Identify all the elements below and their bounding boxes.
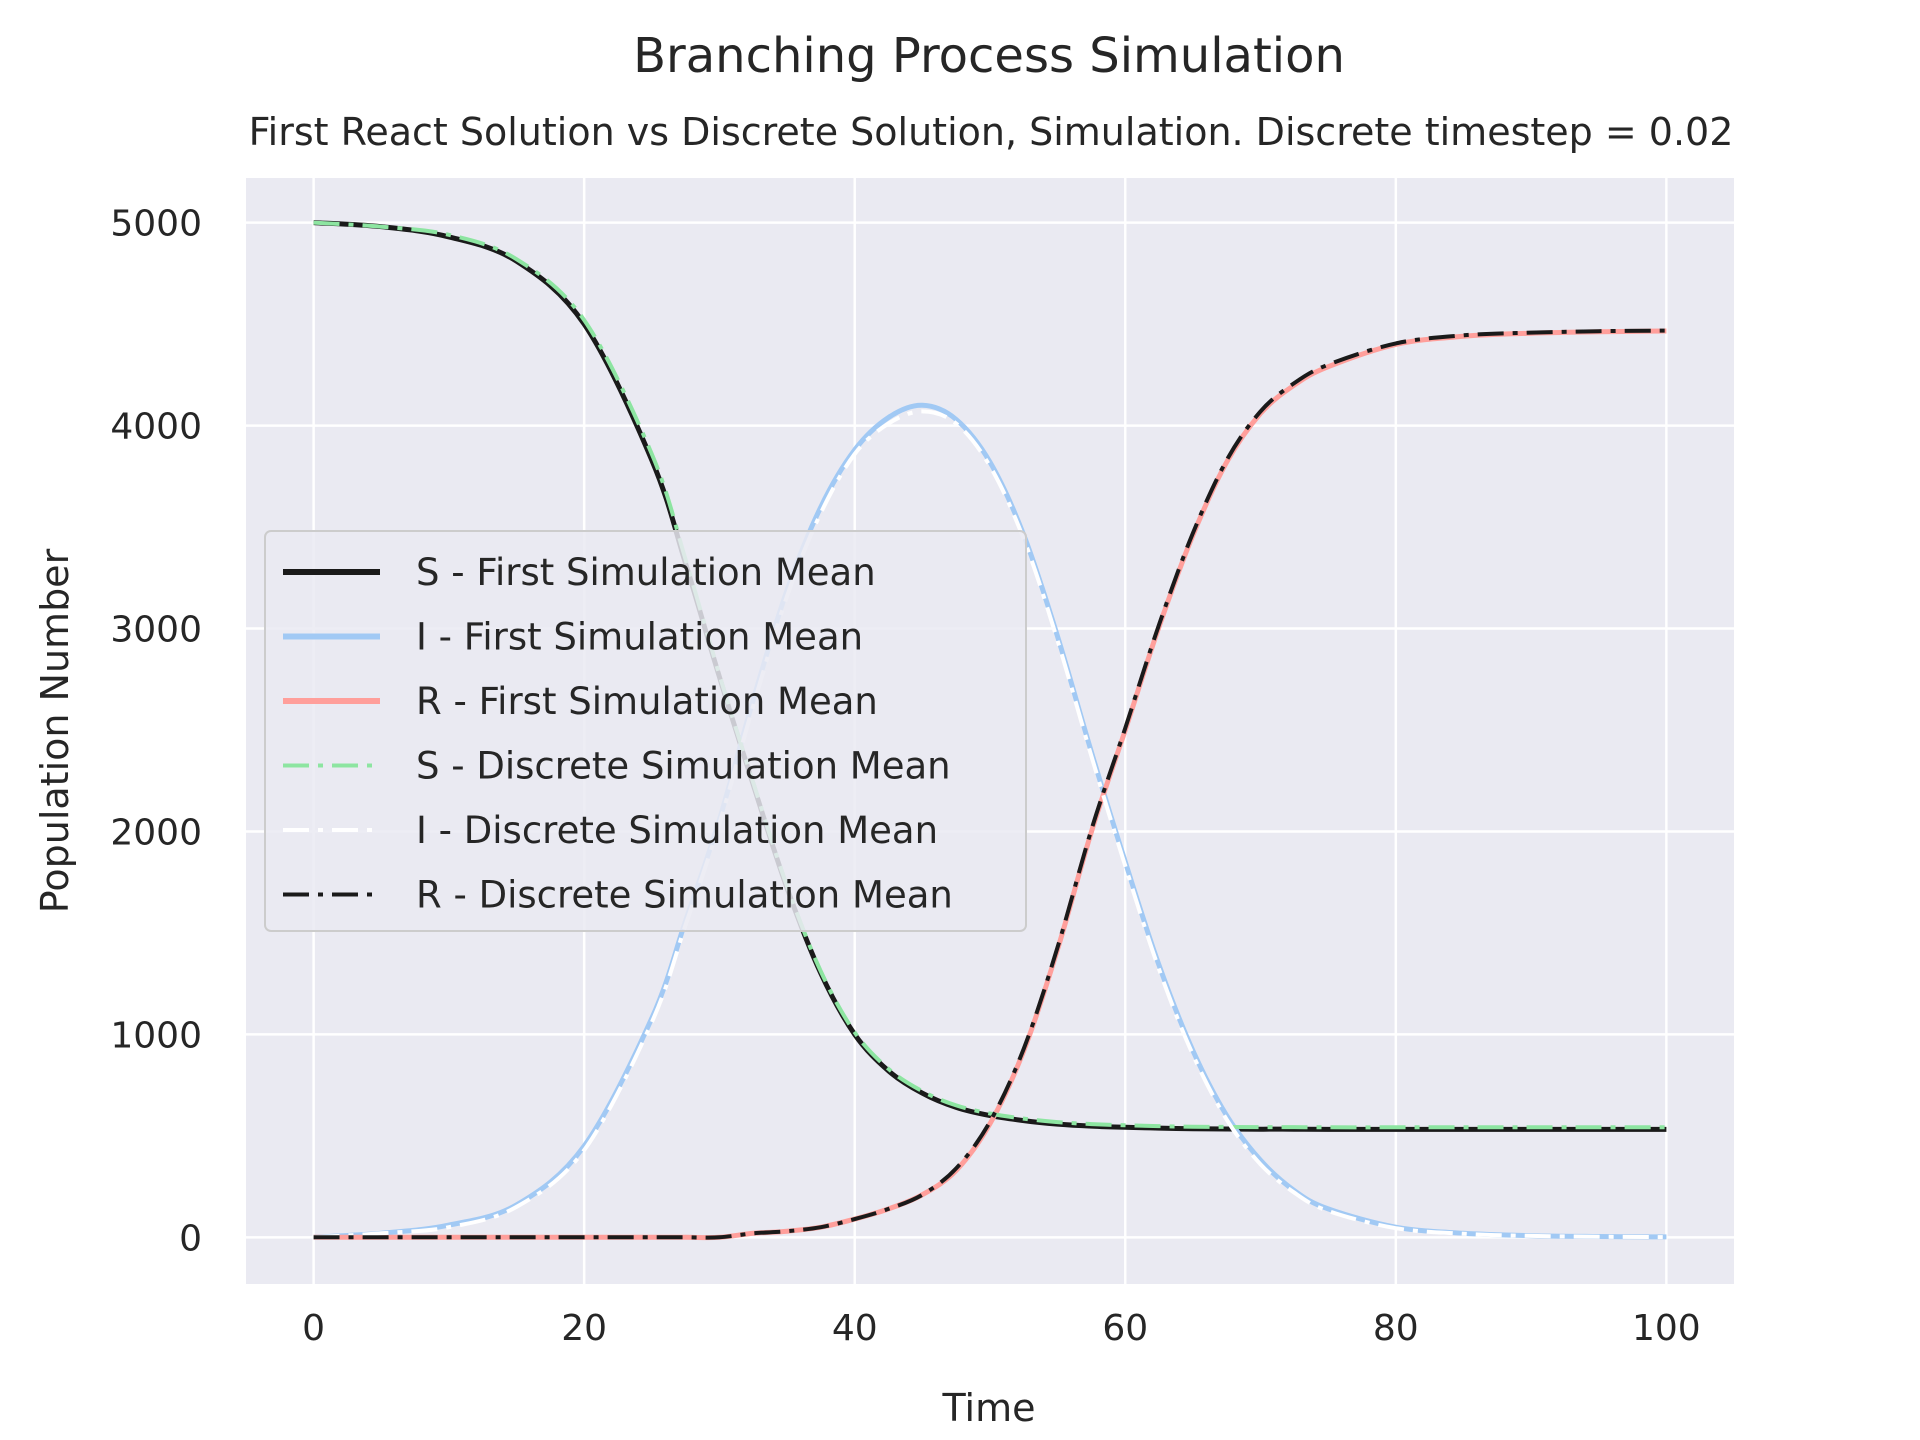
legend-label-5: R - Discrete Simulation Mean (416, 874, 953, 917)
series-lines (313, 220, 1667, 1241)
legend-label-4: I - Discrete Simulation Mean (416, 809, 938, 852)
y-tick-label: 3000 (110, 610, 202, 651)
legend-label-3: S - Discrete Simulation Mean (416, 745, 951, 788)
legend-label-1: I - First Simulation Mean (416, 616, 863, 659)
x-tick-label: 40 (832, 1308, 878, 1349)
x-tick-label: 80 (1373, 1308, 1419, 1349)
y-tick-label: 5000 (110, 204, 202, 245)
y-tick-label: 0 (179, 1218, 202, 1259)
legend: S - First Simulation Mean I - First Simul… (264, 530, 1027, 932)
legend-label-0: S - First Simulation Mean (416, 551, 876, 594)
y-tick-label: 2000 (110, 812, 202, 853)
chart-title: Branching Process Simulation (633, 28, 1345, 84)
legend-label-2: R - First Simulation Mean (416, 680, 878, 723)
series-line-1 (313, 402, 1667, 1240)
y-tick-label: 1000 (110, 1015, 202, 1056)
series-line-3 (313, 220, 1667, 1130)
x-tick-label: 100 (1632, 1308, 1701, 1349)
y-axis-label: Population Number (33, 548, 77, 913)
grid (246, 178, 1734, 1284)
x-axis-label: Time (942, 1386, 1036, 1430)
x-tick-label: 0 (302, 1308, 325, 1349)
legend-items: S - First Simulation Mean I - First Simul… (283, 551, 953, 917)
series-line-4 (313, 409, 1667, 1240)
legend-frame (264, 530, 1027, 932)
x-tick-label: 60 (1102, 1308, 1148, 1349)
y-tick-label: 4000 (110, 407, 202, 448)
chart-subtitle: First React Solution vs Discrete Solutio… (249, 110, 1734, 154)
x-tick-label: 20 (561, 1308, 607, 1349)
series-line-2 (313, 328, 1667, 1241)
